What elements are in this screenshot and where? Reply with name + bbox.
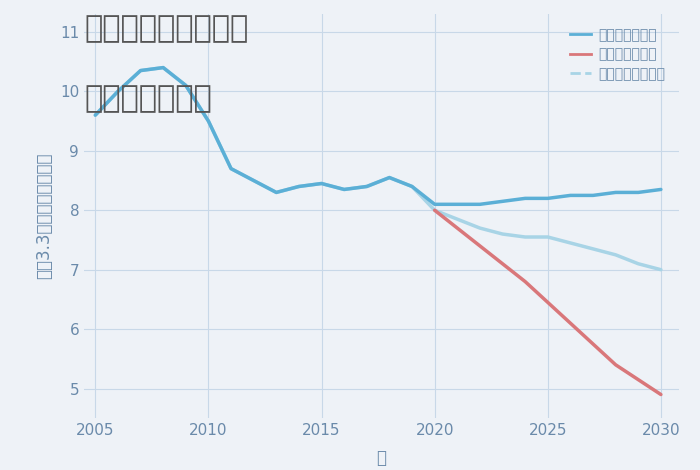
Text: 土地の価格推移: 土地の価格推移 xyxy=(84,85,211,114)
Legend: グッドシナリオ, バッドシナリオ, ノーマルシナリオ: グッドシナリオ, バッドシナリオ, ノーマルシナリオ xyxy=(564,21,672,88)
X-axis label: 年: 年 xyxy=(377,449,386,467)
Text: 岐阜県関市平成通の: 岐阜県関市平成通の xyxy=(84,14,248,43)
Y-axis label: 坪（3.3㎡）単価（万円）: 坪（3.3㎡）単価（万円） xyxy=(35,153,53,280)
